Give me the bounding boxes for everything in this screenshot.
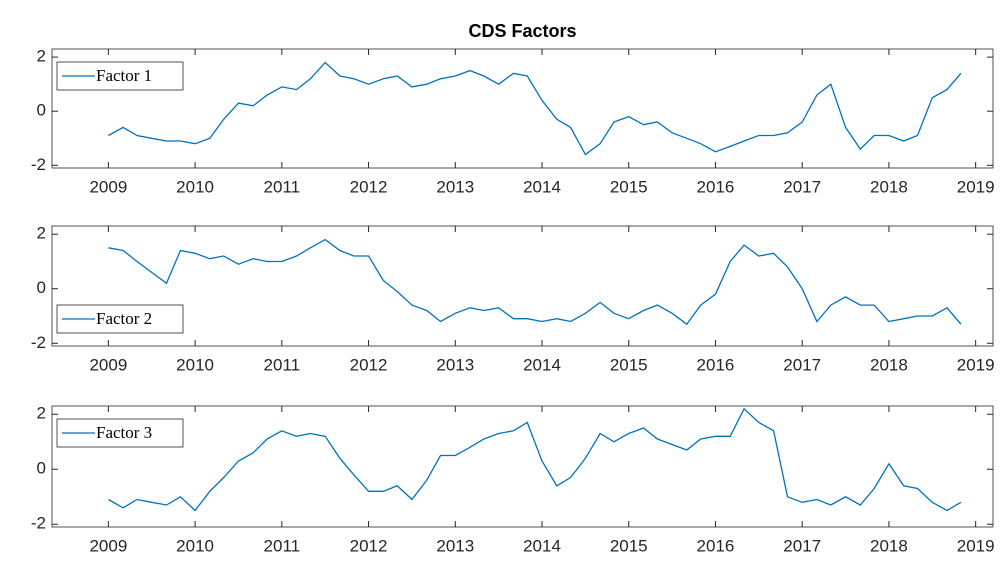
x-tick-label: 2015 bbox=[610, 177, 648, 196]
x-tick-label: 2012 bbox=[350, 177, 388, 196]
x-tick-label: 2010 bbox=[176, 177, 214, 196]
axes-box bbox=[51, 405, 994, 528]
x-tick-label: 2019 bbox=[957, 536, 995, 555]
legend-label: Factor 1 bbox=[96, 66, 152, 85]
x-tick-label: 2015 bbox=[610, 536, 648, 555]
y-tick-label: -2 bbox=[31, 333, 46, 352]
x-tick-label: 2009 bbox=[89, 177, 127, 196]
x-tick-label: 2014 bbox=[523, 355, 561, 374]
x-tick-label: 2018 bbox=[870, 177, 908, 196]
x-tick-label: 2010 bbox=[176, 536, 214, 555]
x-tick-label: 2019 bbox=[957, 177, 995, 196]
data-line bbox=[108, 238, 962, 326]
x-tick-label: 2016 bbox=[697, 536, 735, 555]
x-tick-label: 2011 bbox=[264, 536, 301, 555]
y-tick-label: 0 bbox=[37, 278, 46, 297]
data-line bbox=[108, 61, 962, 156]
x-tick-label: 2013 bbox=[436, 355, 474, 374]
x-tick-label: 2018 bbox=[870, 536, 908, 555]
legend-label: Factor 2 bbox=[96, 309, 152, 328]
y-tick-label: 2 bbox=[37, 404, 46, 423]
y-tick-label: -2 bbox=[31, 514, 46, 533]
x-tick-label: 2014 bbox=[523, 177, 561, 196]
x-tick-label: 2017 bbox=[783, 536, 821, 555]
x-tick-label: 2019 bbox=[957, 355, 995, 374]
x-tick-label: 2018 bbox=[870, 355, 908, 374]
x-tick-label: 2014 bbox=[523, 536, 561, 555]
x-tick-label: 2011 bbox=[264, 177, 301, 196]
x-tick-label: 2017 bbox=[783, 177, 821, 196]
x-tick-label: 2016 bbox=[697, 355, 735, 374]
axes-box bbox=[51, 48, 994, 169]
x-tick-label: 2015 bbox=[610, 355, 648, 374]
x-tick-label: 2009 bbox=[89, 536, 127, 555]
axes-background bbox=[52, 49, 993, 168]
x-tick-label: 2016 bbox=[697, 177, 735, 196]
y-tick-label: 0 bbox=[37, 101, 46, 120]
x-tick-label: 2013 bbox=[436, 536, 474, 555]
y-tick-label: -2 bbox=[31, 155, 46, 174]
x-tick-label: 2010 bbox=[176, 355, 214, 374]
chart-title: CDS Factors bbox=[468, 21, 576, 41]
data-line bbox=[108, 407, 962, 512]
x-tick-label: 2011 bbox=[264, 355, 301, 374]
x-tick-label: 2013 bbox=[436, 177, 474, 196]
x-tick-label: 2017 bbox=[783, 355, 821, 374]
y-tick-label: 2 bbox=[37, 224, 46, 243]
y-tick-label: 0 bbox=[37, 459, 46, 478]
axes-box bbox=[51, 225, 994, 347]
x-tick-label: 2009 bbox=[89, 355, 127, 374]
axes-background bbox=[52, 226, 993, 346]
axes-background bbox=[52, 406, 993, 527]
x-tick-label: 2012 bbox=[350, 536, 388, 555]
y-tick-label: 2 bbox=[37, 47, 46, 66]
legend-label: Factor 3 bbox=[96, 423, 152, 442]
x-tick-label: 2012 bbox=[350, 355, 388, 374]
